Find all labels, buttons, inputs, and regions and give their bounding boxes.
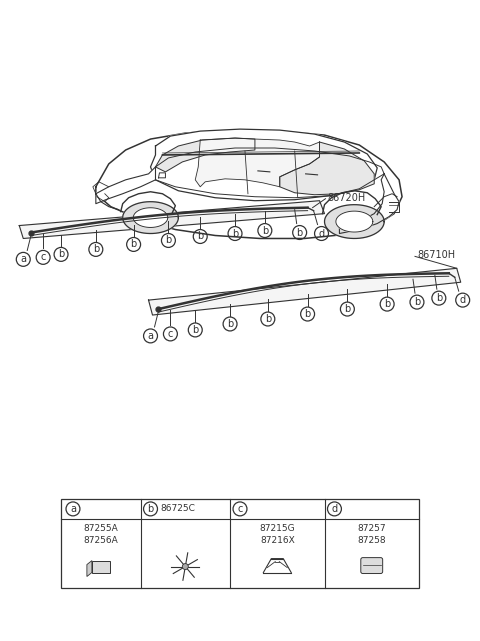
Text: c: c <box>237 504 243 514</box>
Text: b: b <box>344 304 350 314</box>
Polygon shape <box>195 138 320 187</box>
Text: b: b <box>297 228 303 238</box>
Text: 86725C: 86725C <box>160 504 195 513</box>
Polygon shape <box>123 202 179 233</box>
FancyBboxPatch shape <box>361 558 383 574</box>
Text: a: a <box>20 254 26 264</box>
Text: 87255A
87256A: 87255A 87256A <box>84 524 118 545</box>
Text: b: b <box>165 235 171 246</box>
Text: b: b <box>197 231 204 242</box>
Text: b: b <box>414 297 420 307</box>
Polygon shape <box>19 201 324 238</box>
Text: 86720H: 86720H <box>327 193 366 203</box>
Polygon shape <box>336 211 373 232</box>
Polygon shape <box>156 138 255 172</box>
Text: b: b <box>262 226 268 235</box>
Text: 86710H: 86710H <box>417 251 455 260</box>
Polygon shape <box>96 167 156 204</box>
Text: a: a <box>70 504 76 514</box>
Polygon shape <box>148 269 461 315</box>
Text: b: b <box>436 293 442 303</box>
Text: b: b <box>304 309 311 319</box>
Text: b: b <box>147 504 154 514</box>
Polygon shape <box>151 129 377 201</box>
Text: c: c <box>168 329 173 339</box>
Polygon shape <box>339 174 399 233</box>
Polygon shape <box>280 142 374 195</box>
Circle shape <box>182 563 188 570</box>
Bar <box>61 499 419 588</box>
Text: a: a <box>147 331 154 341</box>
Text: b: b <box>264 314 271 324</box>
Bar <box>92 561 110 572</box>
Text: b: b <box>232 228 238 238</box>
Polygon shape <box>87 561 92 576</box>
Text: 87257
87258: 87257 87258 <box>358 524 386 545</box>
Text: b: b <box>93 244 99 254</box>
Polygon shape <box>324 204 384 238</box>
Polygon shape <box>133 208 168 228</box>
Text: d: d <box>318 228 324 238</box>
Text: b: b <box>384 299 390 309</box>
Polygon shape <box>156 148 384 197</box>
Text: 87215G
87216X: 87215G 87216X <box>260 524 295 545</box>
Text: b: b <box>192 325 198 335</box>
Text: c: c <box>40 253 46 262</box>
Polygon shape <box>96 130 402 238</box>
Text: b: b <box>58 249 64 260</box>
Text: b: b <box>131 240 137 249</box>
Text: d: d <box>460 295 466 305</box>
Text: b: b <box>227 319 233 329</box>
Text: d: d <box>331 504 337 514</box>
